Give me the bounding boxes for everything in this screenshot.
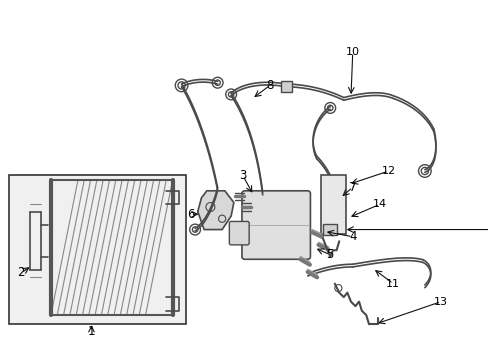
- Text: 14: 14: [372, 199, 386, 209]
- Text: 3: 3: [239, 169, 246, 182]
- Text: 2: 2: [18, 266, 25, 279]
- Bar: [323, 224, 337, 235]
- Text: 10: 10: [345, 47, 359, 57]
- Text: 13: 13: [433, 297, 447, 307]
- Bar: [280, 81, 291, 92]
- Text: 11: 11: [386, 279, 400, 289]
- Bar: [321, 175, 346, 234]
- Text: 5: 5: [326, 248, 333, 261]
- Text: 8: 8: [265, 79, 273, 92]
- Text: 6: 6: [186, 208, 194, 221]
- Text: 12: 12: [381, 166, 395, 176]
- Text: 4: 4: [348, 230, 356, 243]
- FancyBboxPatch shape: [229, 221, 249, 245]
- FancyBboxPatch shape: [242, 191, 310, 259]
- Text: 1: 1: [87, 325, 95, 338]
- Polygon shape: [198, 191, 233, 230]
- Bar: [9, 175, 186, 324]
- Text: 7: 7: [348, 181, 356, 194]
